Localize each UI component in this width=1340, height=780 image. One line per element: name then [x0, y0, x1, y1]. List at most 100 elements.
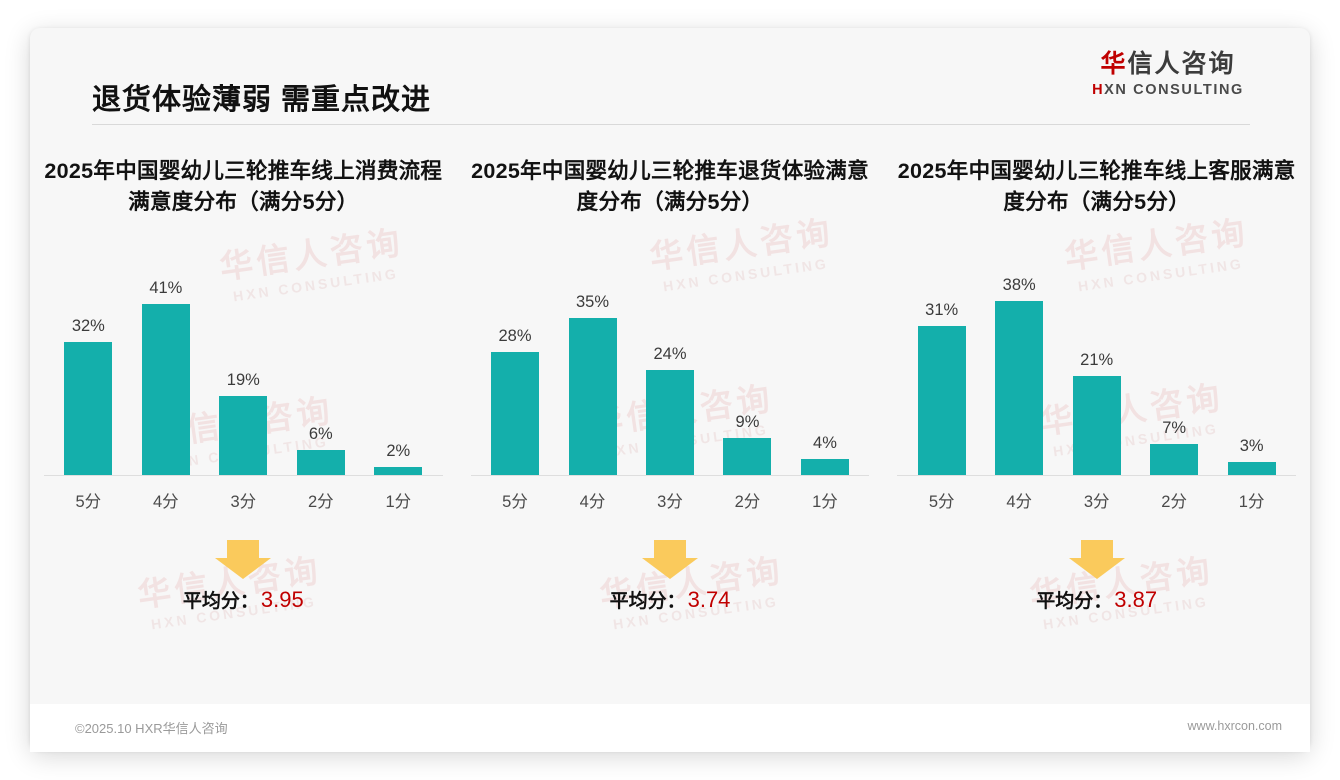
x-tick-label: 3分	[1083, 493, 1110, 511]
bar	[1150, 444, 1199, 476]
slide-card: 退货体验薄弱 需重点改进 华信人咨询 HXN CONSULTING 华信人咨询 …	[30, 28, 1310, 750]
bar	[995, 301, 1044, 476]
average-score-label: 平均分：	[182, 591, 259, 612]
average-block: 平均分：3.87	[897, 538, 1296, 613]
slide-header: 退货体验薄弱 需重点改进 华信人咨询 HXN CONSULTING	[30, 28, 1310, 124]
bottom-bar	[30, 704, 1310, 752]
average-block: 平均分：3.95	[44, 538, 443, 613]
bar-item: 35%	[556, 276, 629, 476]
x-tick-label: 4分	[1006, 493, 1033, 511]
x-axis-line	[897, 475, 1297, 476]
chart-title: 2025年中国婴幼儿三轮推车线上客服满意度分布（满分5分）	[897, 159, 1296, 214]
x-axis-line	[470, 475, 870, 476]
bar-value-label: 41%	[149, 279, 183, 297]
bar-value-label: 19%	[226, 371, 260, 389]
bar-value-label: 35%	[575, 293, 610, 311]
bar-item: 32%	[52, 276, 125, 476]
x-tick-label: 4分	[152, 493, 179, 511]
average-block: 平均分：3.74	[471, 538, 870, 613]
bar	[219, 396, 268, 476]
bar-group: 31% 38% 21% 7%	[897, 276, 1296, 476]
bar-value-label: 2%	[386, 442, 411, 460]
average-score: 平均分：3.95	[44, 586, 443, 613]
bar-value-label: 21%	[1080, 351, 1114, 369]
chart-column-1: 2025年中国婴幼儿三轮推车线上消费流程满意度分布（满分5分） 32% 41% …	[30, 156, 457, 666]
x-tick-label: 3分	[657, 493, 683, 511]
x-tick-label: 5分	[928, 493, 955, 511]
bar-item: 19%	[207, 276, 280, 476]
x-tick-label: 3分	[230, 493, 257, 511]
bar	[645, 370, 694, 476]
average-score-value: 3.95	[260, 587, 304, 612]
bar-value-label: 28%	[498, 327, 532, 345]
bar-item: 7%	[1138, 276, 1211, 476]
brand-logo-cn: 华信人咨询	[1068, 50, 1268, 79]
charts-row: 2025年中国婴幼儿三轮推车线上消费流程满意度分布（满分5分） 32% 41% …	[30, 156, 1310, 666]
x-tick-label: 1分	[1238, 493, 1265, 511]
bar-chart: 28% 35% 24% 9%	[470, 276, 870, 476]
average-score: 平均分：3.74	[471, 586, 870, 613]
copyright-text: ©2025.10 HXR华信人咨询	[75, 721, 228, 736]
average-score-value: 3.74	[687, 587, 731, 612]
bar	[568, 318, 617, 476]
down-arrow-icon	[642, 540, 698, 579]
bar-value-label: 7%	[1162, 419, 1187, 437]
x-axis-labels: 5分 4分 3分 2分 1分	[44, 488, 443, 512]
x-tick-label: 5分	[502, 493, 528, 511]
bar-item: 41%	[129, 276, 202, 476]
bar	[723, 438, 772, 476]
bar	[141, 304, 190, 476]
x-axis-labels: 5分 4分 3分 2分 1分	[897, 488, 1296, 512]
bar-item: 4%	[789, 276, 862, 476]
chart-title: 2025年中国婴幼儿三轮推车退货体验满意度分布（满分5分）	[471, 159, 869, 214]
down-arrow-icon	[215, 540, 272, 579]
bar-group: 28% 35% 24% 9%	[471, 276, 870, 476]
bar	[917, 326, 966, 476]
brand-logo-cn-highlight: 华	[1100, 50, 1128, 78]
x-tick-label: 2分	[734, 493, 761, 511]
bar-item: 38%	[983, 276, 1056, 476]
x-tick-label: 2分	[1161, 493, 1187, 511]
bar-group: 32% 41% 19% 6%	[44, 276, 443, 476]
bar-value-label: 31%	[925, 301, 959, 319]
bar	[1227, 462, 1276, 476]
x-axis-labels: 5分 4分 3分 2分 1分	[471, 488, 870, 512]
website-text: www.hxrcon.com	[1187, 719, 1282, 733]
bar-item: 21%	[1060, 276, 1133, 476]
bar	[64, 342, 113, 476]
brand-logo-en-rest: XN CONSULTING	[1104, 81, 1244, 98]
bar-chart: 32% 41% 19% 6%	[44, 276, 443, 476]
bar	[800, 459, 849, 476]
bar	[1072, 376, 1121, 476]
header-divider	[92, 124, 1250, 125]
bar-value-label: 6%	[308, 425, 333, 443]
x-tick-label: 5分	[75, 493, 102, 511]
brand-logo-cn-rest: 信人咨询	[1127, 50, 1236, 78]
bar-chart: 31% 38% 21% 7%	[897, 276, 1297, 476]
bar-value-label: 24%	[653, 345, 687, 363]
average-score-label: 平均分：	[1036, 591, 1113, 612]
bar	[491, 352, 540, 476]
chart-column-3: 2025年中国婴幼儿三轮推车线上客服满意度分布（满分5分） 31% 38% 21…	[883, 156, 1310, 666]
brand-logo-en: HXN CONSULTING	[1068, 82, 1268, 98]
bar-item: 31%	[905, 276, 978, 476]
bar-item: 3%	[1215, 276, 1288, 476]
x-tick-label: 1分	[385, 493, 412, 511]
chart-title: 2025年中国婴幼儿三轮推车线上消费流程满意度分布（满分5分）	[44, 159, 443, 214]
bar-item: 24%	[634, 276, 707, 476]
bar-value-label: 4%	[813, 434, 837, 452]
bar-item: 28%	[479, 276, 552, 476]
x-tick-label: 4分	[579, 493, 606, 511]
brand-logo-en-highlight: H	[1092, 81, 1105, 98]
bar-item: 2%	[362, 276, 435, 476]
bar-item: 9%	[711, 276, 784, 476]
average-score-value: 3.87	[1114, 587, 1158, 612]
bar-value-label: 3%	[1239, 437, 1264, 455]
bar	[374, 467, 423, 476]
average-score-label: 平均分：	[609, 591, 686, 612]
chart-column-2: 2025年中国婴幼儿三轮推车退货体验满意度分布（满分5分） 28% 35% 24…	[457, 156, 884, 666]
down-arrow-icon	[1068, 540, 1125, 579]
x-tick-label: 2分	[307, 493, 334, 511]
bar-value-label: 9%	[735, 413, 760, 431]
page-title: 退货体验薄弱 需重点改进	[92, 84, 432, 116]
